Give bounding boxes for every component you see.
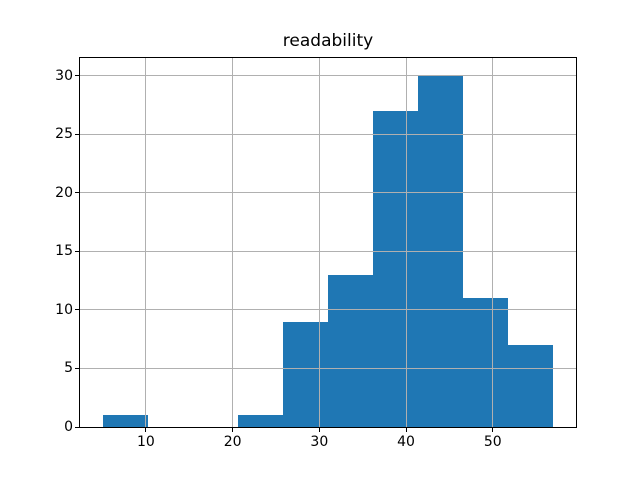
histogram-bar [463, 298, 509, 427]
y-gridline [80, 367, 576, 369]
x-tick-mark [145, 428, 147, 432]
y-tick-label: 15 [55, 243, 73, 260]
chart-title: readability [282, 31, 374, 51]
histogram-bar [373, 110, 419, 427]
y-tick-mark [75, 367, 79, 369]
histogram-bar [237, 415, 283, 427]
histogram-bar [102, 415, 148, 427]
y-tick-label: 25 [55, 126, 73, 143]
x-tick-mark [318, 428, 320, 432]
x-tick-label: 20 [223, 434, 242, 450]
histogram-bar [328, 274, 374, 427]
y-tick-label: 5 [64, 360, 73, 377]
y-tick-mark [75, 426, 79, 428]
y-gridline [80, 75, 576, 77]
x-tick-label: 40 [397, 434, 415, 450]
y-tick-label: 0 [64, 419, 73, 435]
y-tick-label: 10 [55, 301, 73, 318]
y-tick-mark [75, 75, 79, 77]
y-gridline [80, 309, 576, 311]
x-gridline [318, 58, 320, 427]
y-tick-mark [75, 250, 79, 252]
x-gridline [405, 58, 407, 427]
x-tick-mark [405, 428, 407, 432]
x-tick-label: 30 [310, 434, 329, 450]
histogram-bar [282, 321, 328, 427]
y-tick-mark [75, 133, 79, 135]
x-gridline [492, 58, 494, 427]
y-gridline [80, 250, 576, 252]
y-tick-mark [75, 192, 79, 194]
y-tick-label: 20 [55, 184, 73, 201]
x-tick-mark [232, 428, 234, 432]
x-tick-mark [492, 428, 494, 432]
y-gridline [80, 133, 576, 135]
y-tick-mark [75, 309, 79, 311]
x-tick-label: 10 [136, 434, 155, 450]
y-tick-label: 30 [55, 67, 73, 84]
x-tick-label: 50 [483, 434, 502, 450]
x-gridline [145, 58, 147, 427]
histogram-bar [508, 345, 554, 427]
x-gridline [232, 58, 234, 427]
y-gridline [80, 192, 576, 194]
plot-area: 10 20 30 40 50 0 5 10 15 20 25 30 [55, 57, 577, 449]
